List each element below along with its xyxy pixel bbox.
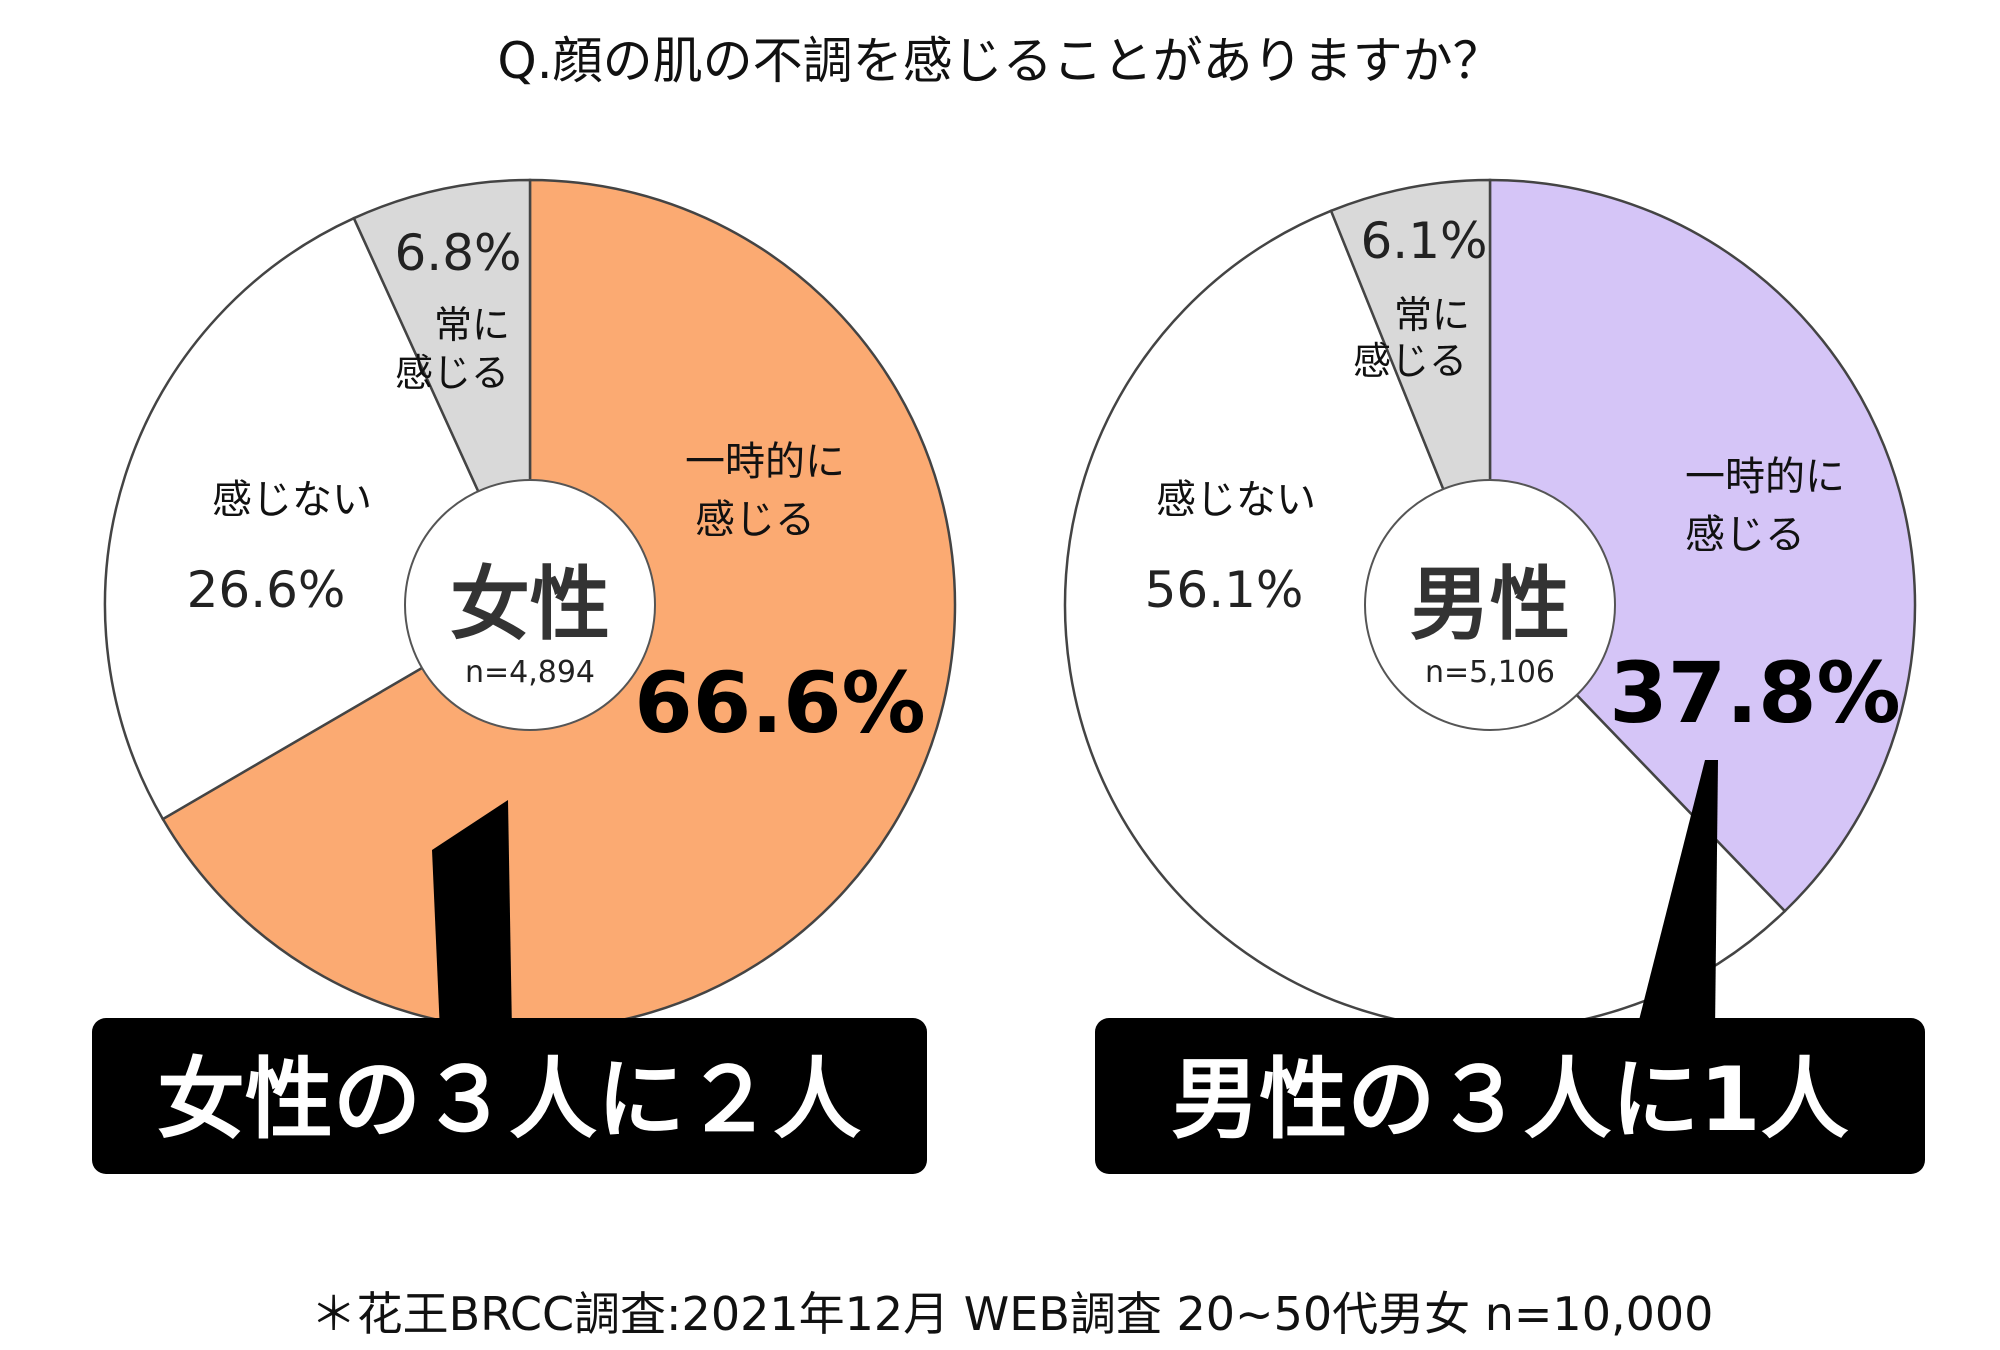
female-temp-value: 66.6% — [634, 654, 925, 752]
female-not-label: 感じない — [212, 477, 372, 523]
male-always-label-line1: 常に — [1394, 293, 1470, 337]
male-sample-size: n=5,106 — [1425, 655, 1555, 690]
male-center-hole — [1364, 479, 1616, 731]
female-slice-never — [103, 216, 532, 821]
female-center-title: 女性 — [450, 558, 610, 651]
female-callout-pointer — [432, 800, 512, 1032]
male-not-label: 感じない — [1156, 477, 1316, 523]
male-temp-label-line2: 感じる — [1685, 512, 1805, 558]
female-center-hole — [404, 479, 656, 731]
male-temp-value: 37.8% — [1609, 644, 1900, 742]
male-pie-chart: 男性 n=5,106 常に 感じる 6.1% 感じない 56.1% 一時的に 感… — [1063, 178, 1925, 1174]
female-always-label-line1: 常に — [434, 303, 510, 347]
female-not-value: 26.6% — [187, 561, 346, 619]
female-always-label-line2: 感じる — [395, 351, 509, 395]
male-temp-label-line1: 一時的に — [1685, 454, 1845, 500]
female-temp-label-line1: 一時的に — [685, 439, 845, 485]
female-pie-chart: 女性 n=4,894 常に 感じる 6.8% 感じない 26.6% 一時的に 感… — [92, 178, 957, 1174]
male-callout-pointer — [1636, 760, 1718, 1032]
female-always-value: 6.8% — [394, 224, 521, 282]
female-sample-size: n=4,894 — [465, 655, 595, 690]
male-not-value: 56.1% — [1145, 561, 1304, 619]
female-temp-label-line2: 感じる — [695, 497, 815, 543]
male-callout-box — [1095, 1018, 1925, 1174]
question-title: Q.顔の肌の不調を感じることがありますか？ — [497, 32, 1502, 90]
male-callout-text: 男性の３人に1人 — [1171, 1048, 1848, 1151]
footnote: ＊花王BRCC調査:2021年12月 WEB調査 20~50代男女 n=10,0… — [311, 1287, 1714, 1341]
female-callout-text: 女性の３人に２人 — [157, 1048, 861, 1151]
male-slice-temporary — [1488, 178, 1917, 913]
male-always-label-line2: 感じる — [1353, 339, 1467, 383]
male-center-title: 男性 — [1410, 558, 1570, 651]
male-always-value: 6.1% — [1360, 212, 1487, 270]
female-callout-box — [92, 1018, 927, 1174]
